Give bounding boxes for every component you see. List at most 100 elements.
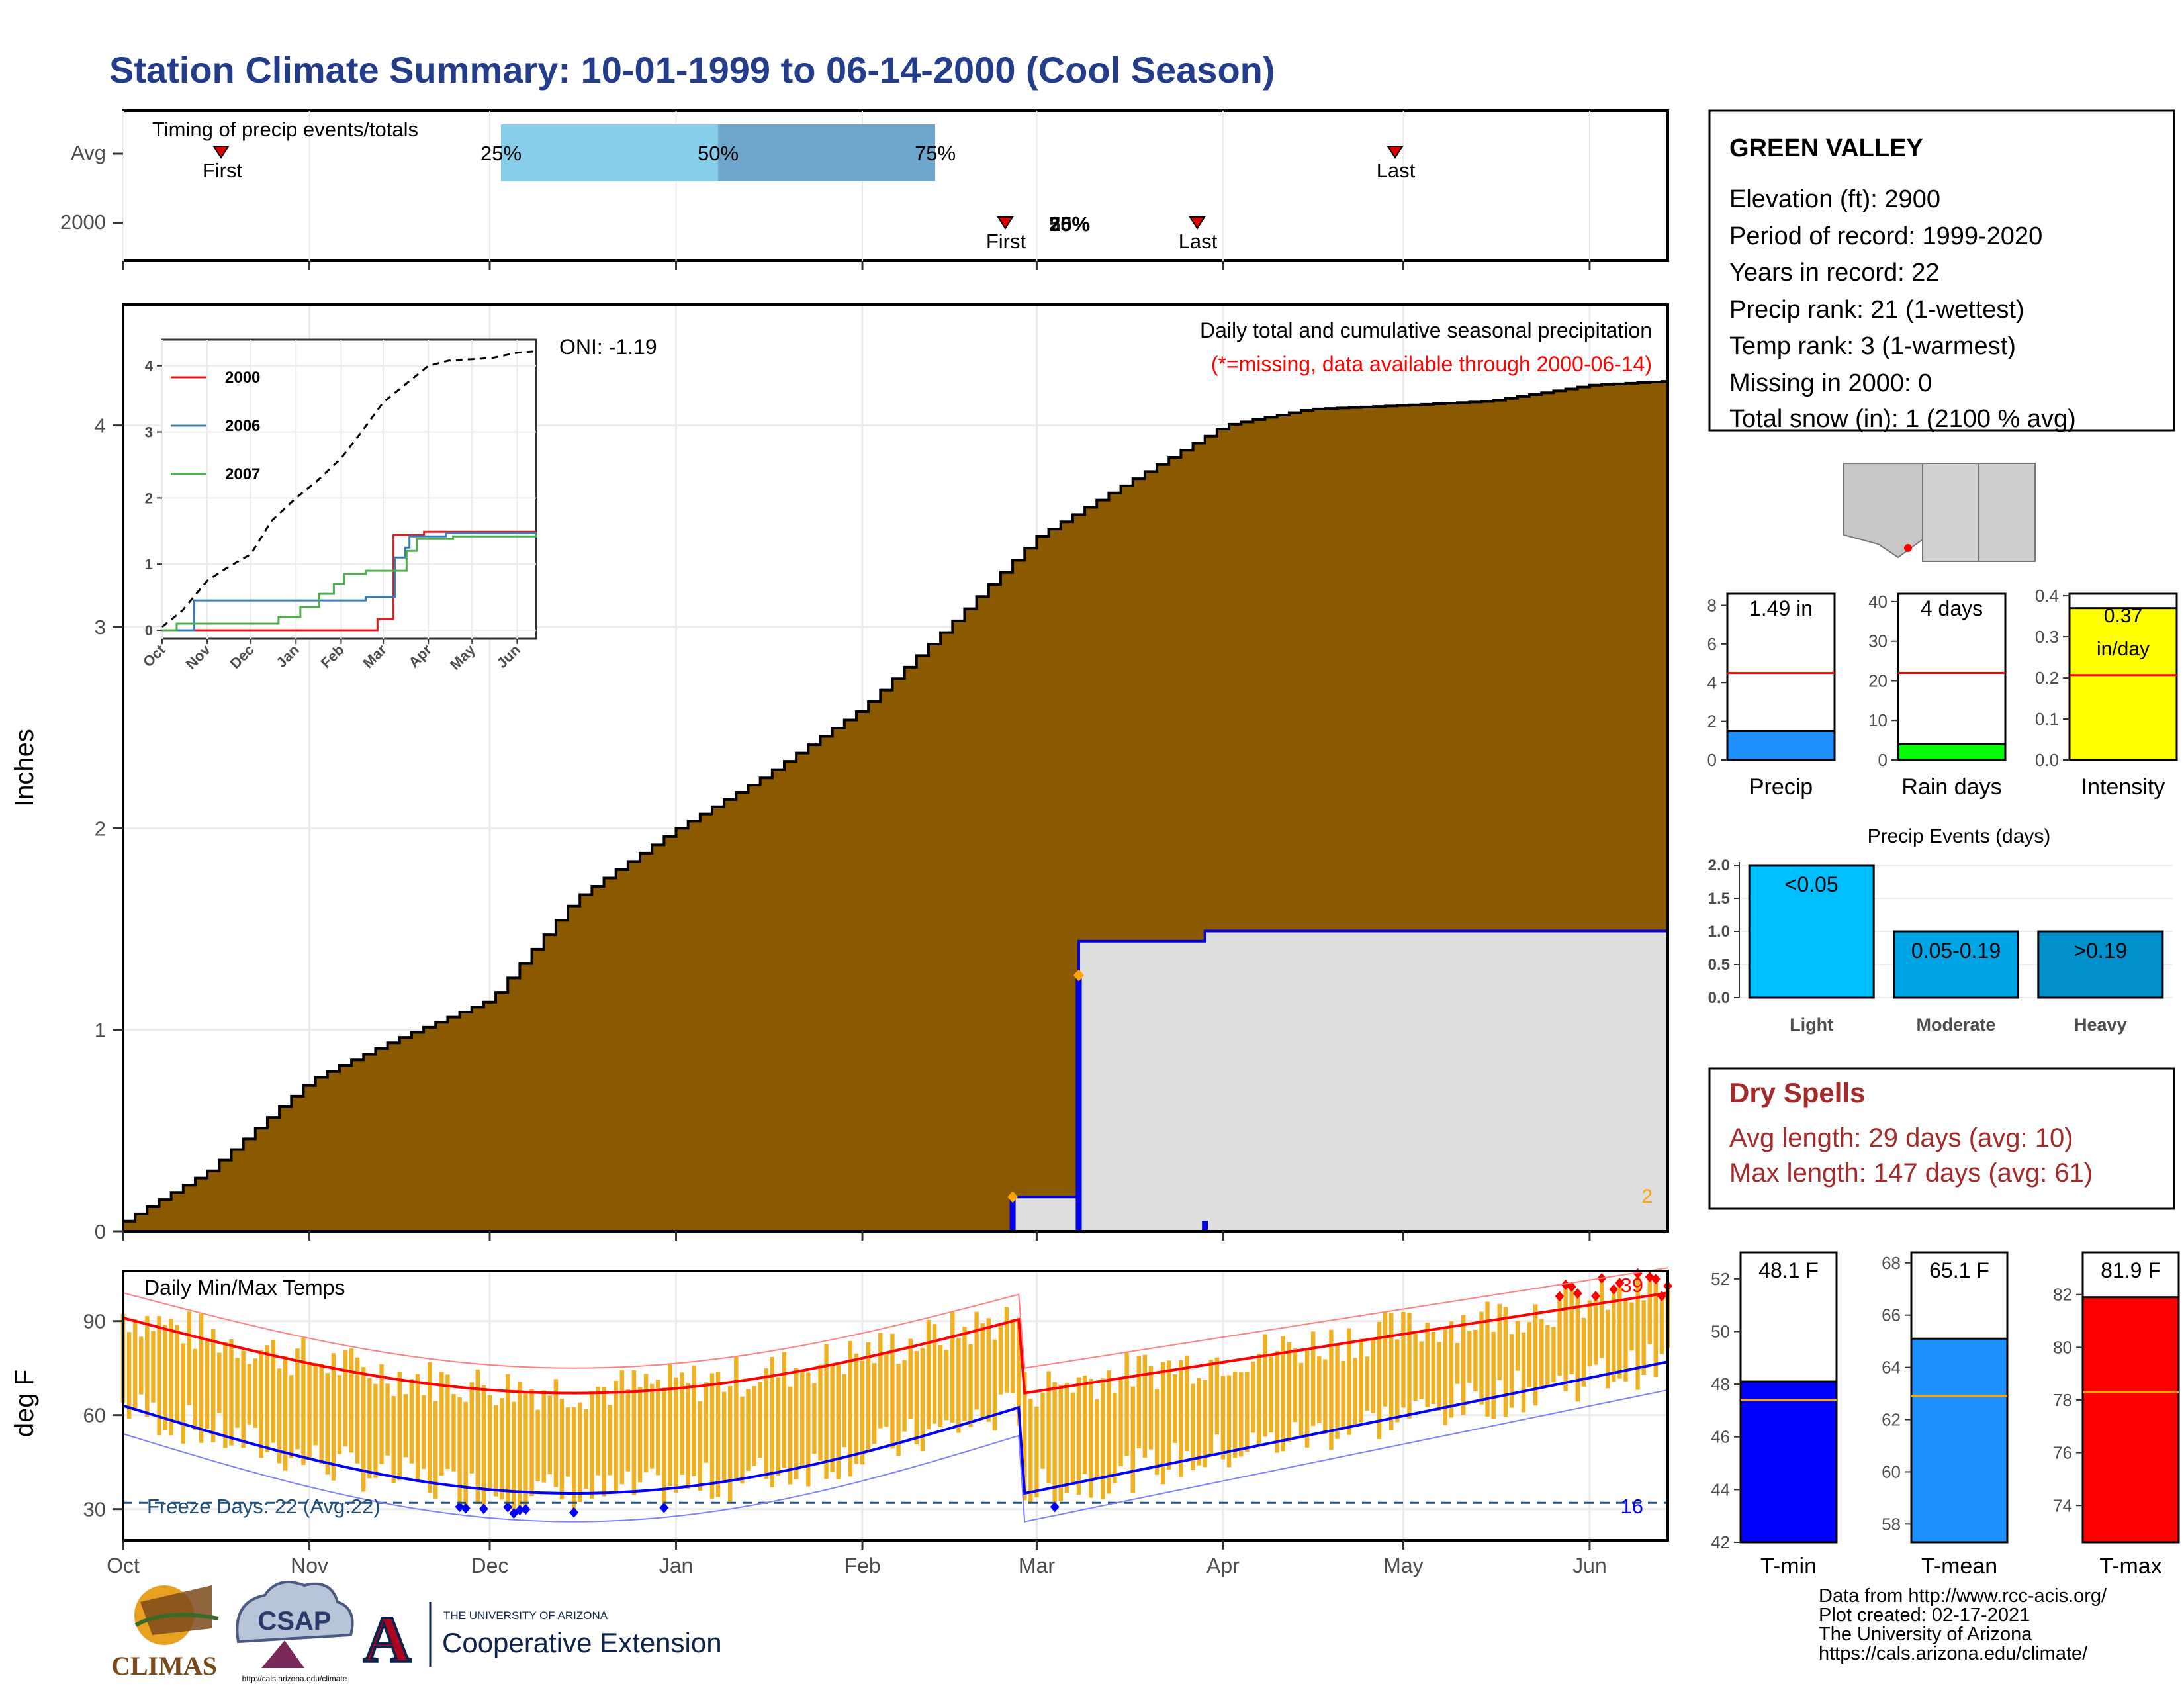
- daily-temp-bar: [571, 1407, 576, 1513]
- temp-bar-tick: 82: [2053, 1285, 2072, 1305]
- record-min-line: [122, 1389, 1668, 1523]
- temp-bar-value: [1910, 1337, 2009, 1544]
- cold-day-marker: [569, 1507, 579, 1518]
- daily-temp-bar: [379, 1364, 384, 1464]
- dry-spells-box: [1708, 1067, 2175, 1210]
- daily-temp-bar: [193, 1348, 198, 1430]
- daily-temp-bar: [139, 1336, 144, 1395]
- daily-temp-bar: [1136, 1356, 1142, 1448]
- daily-temp-bar: [409, 1379, 414, 1464]
- daily-temp-bar: [559, 1399, 565, 1500]
- daily-temp-bar: [1329, 1329, 1334, 1450]
- temp-y-tick-label: 90: [83, 1310, 106, 1333]
- daily-temp-bar: [631, 1370, 637, 1495]
- daily-temp-bar: [788, 1386, 793, 1485]
- daily-temp-bar: [986, 1318, 991, 1422]
- mini-bar-tick: 8: [1707, 596, 1717, 616]
- daily-temp-bar: [1238, 1372, 1244, 1457]
- daily-temp-bar: [794, 1368, 799, 1479]
- temp-bar-tick: 52: [1711, 1269, 1730, 1289]
- daily-temp-bar: [1082, 1376, 1087, 1474]
- hot-day-marker: [1615, 1278, 1625, 1289]
- daily-temp-bar: [1257, 1354, 1261, 1445]
- daily-temp-bar: [1383, 1312, 1388, 1407]
- precip-y-title: Inches: [10, 729, 39, 807]
- precip-panel: 0 1 2 3 4 Inches Daily total and cumulative …: [10, 303, 1669, 1243]
- daily-temp-bar: [1605, 1309, 1610, 1389]
- month-label: Nov: [291, 1554, 328, 1577]
- daily-temp-bar: [126, 1332, 132, 1419]
- daily-temp-bar: [998, 1325, 1003, 1395]
- daily-temp-bar: [1208, 1360, 1213, 1454]
- daily-temp-bar: [1431, 1331, 1436, 1405]
- oni-value: ONI: -1.19: [559, 335, 657, 359]
- timing-row-2000: 2000: [60, 211, 106, 234]
- daily-temp-bar: [662, 1387, 666, 1508]
- mini-bar-value: [1897, 743, 2007, 761]
- daily-temp-bar: [1004, 1307, 1009, 1393]
- temp-bar-t-min: 42 44 46 48 50 52 48.1 F T-min: [1711, 1251, 1838, 1579]
- daily-temp-bar: [361, 1367, 366, 1492]
- inset-frame: [161, 338, 537, 640]
- daily-temp-bar: [1413, 1333, 1418, 1401]
- daily-temp-bar: [421, 1395, 426, 1469]
- daily-temp-bar: [818, 1364, 823, 1461]
- daily-temp-bar: [1425, 1323, 1430, 1407]
- daily-temp-bar: [355, 1357, 360, 1464]
- temp-bar-value: [2081, 1296, 2180, 1544]
- daily-temp-bar: [1214, 1357, 1220, 1435]
- summary-bar-charts: 0 2 4 6 8 1.49 in Precip 0 10 20 30 40 4 days Rain da…: [1707, 586, 2178, 800]
- events-tick: 2.0: [1708, 857, 1730, 874]
- daily-temp-bar: [860, 1360, 865, 1465]
- daily-temp-bar: [944, 1350, 949, 1421]
- mini-bar-tick: 0.2: [2035, 668, 2059, 688]
- daily-temp-bar: [872, 1363, 877, 1444]
- daily-temp-bar: [397, 1371, 402, 1481]
- daily-temp-bar: [698, 1401, 703, 1491]
- inset-line-2007: [162, 534, 537, 632]
- events-bin-label: 0.05-0.19: [1911, 939, 2001, 962]
- daily-temp-bar: [1647, 1276, 1652, 1344]
- events-tick: 0.5: [1708, 956, 1730, 974]
- timing-2000-first-marker: [997, 216, 1014, 230]
- daily-temp-bar: [481, 1385, 486, 1509]
- daily-temp-bar: [746, 1389, 751, 1471]
- average-min-line: [122, 1360, 1668, 1495]
- daily-temp-bar: [1557, 1296, 1562, 1376]
- daily-temp-bar: [1377, 1321, 1382, 1439]
- daily-temp-bar: [602, 1387, 606, 1497]
- daily-temp-bar: [175, 1325, 179, 1423]
- mini-bar-value: [2068, 607, 2178, 761]
- daily-temp-bar: [1635, 1273, 1640, 1390]
- daily-temp-bar: [1473, 1330, 1478, 1391]
- month-label: Feb: [844, 1554, 880, 1577]
- timing-avg-p50: 50%: [698, 142, 739, 165]
- daily-temp-bar: [830, 1364, 835, 1473]
- daily-temp-bar: [1347, 1328, 1351, 1435]
- locator-map: [1840, 459, 2038, 565]
- daily-temp-bar: [1461, 1315, 1466, 1415]
- daily-temp-bar: [584, 1409, 588, 1489]
- daily-temp-bar: [1617, 1283, 1622, 1379]
- temp-panel-label: Daily Min/Max Temps: [144, 1276, 345, 1299]
- daily-temp-bar: [806, 1372, 811, 1487]
- daily-temp-bar: [1449, 1321, 1454, 1418]
- station-years: Years in record: 22: [1729, 259, 1940, 287]
- daily-temp-bar: [1629, 1302, 1634, 1351]
- month-label: Mar: [1019, 1554, 1055, 1577]
- events-tick: 1.5: [1708, 890, 1730, 908]
- temp-bar-tick: 80: [2053, 1337, 2072, 1357]
- daily-temp-bar: [1659, 1296, 1664, 1354]
- daily-temp-bar: [493, 1405, 498, 1497]
- daily-temp-bar: [512, 1401, 516, 1514]
- daily-temp-bar: [1323, 1359, 1328, 1434]
- csap-logo-text: CSAP: [257, 1607, 331, 1636]
- events-title: Precip Events (days): [1868, 825, 2051, 847]
- daily-temp-bar: [469, 1382, 474, 1474]
- daily-temp-bar: [1203, 1380, 1207, 1468]
- daily-temp-bar: [506, 1374, 510, 1507]
- daily-precip-bar: [1202, 1221, 1208, 1232]
- daily-temp-bar: [992, 1339, 997, 1431]
- cold-day-marker: [521, 1504, 531, 1515]
